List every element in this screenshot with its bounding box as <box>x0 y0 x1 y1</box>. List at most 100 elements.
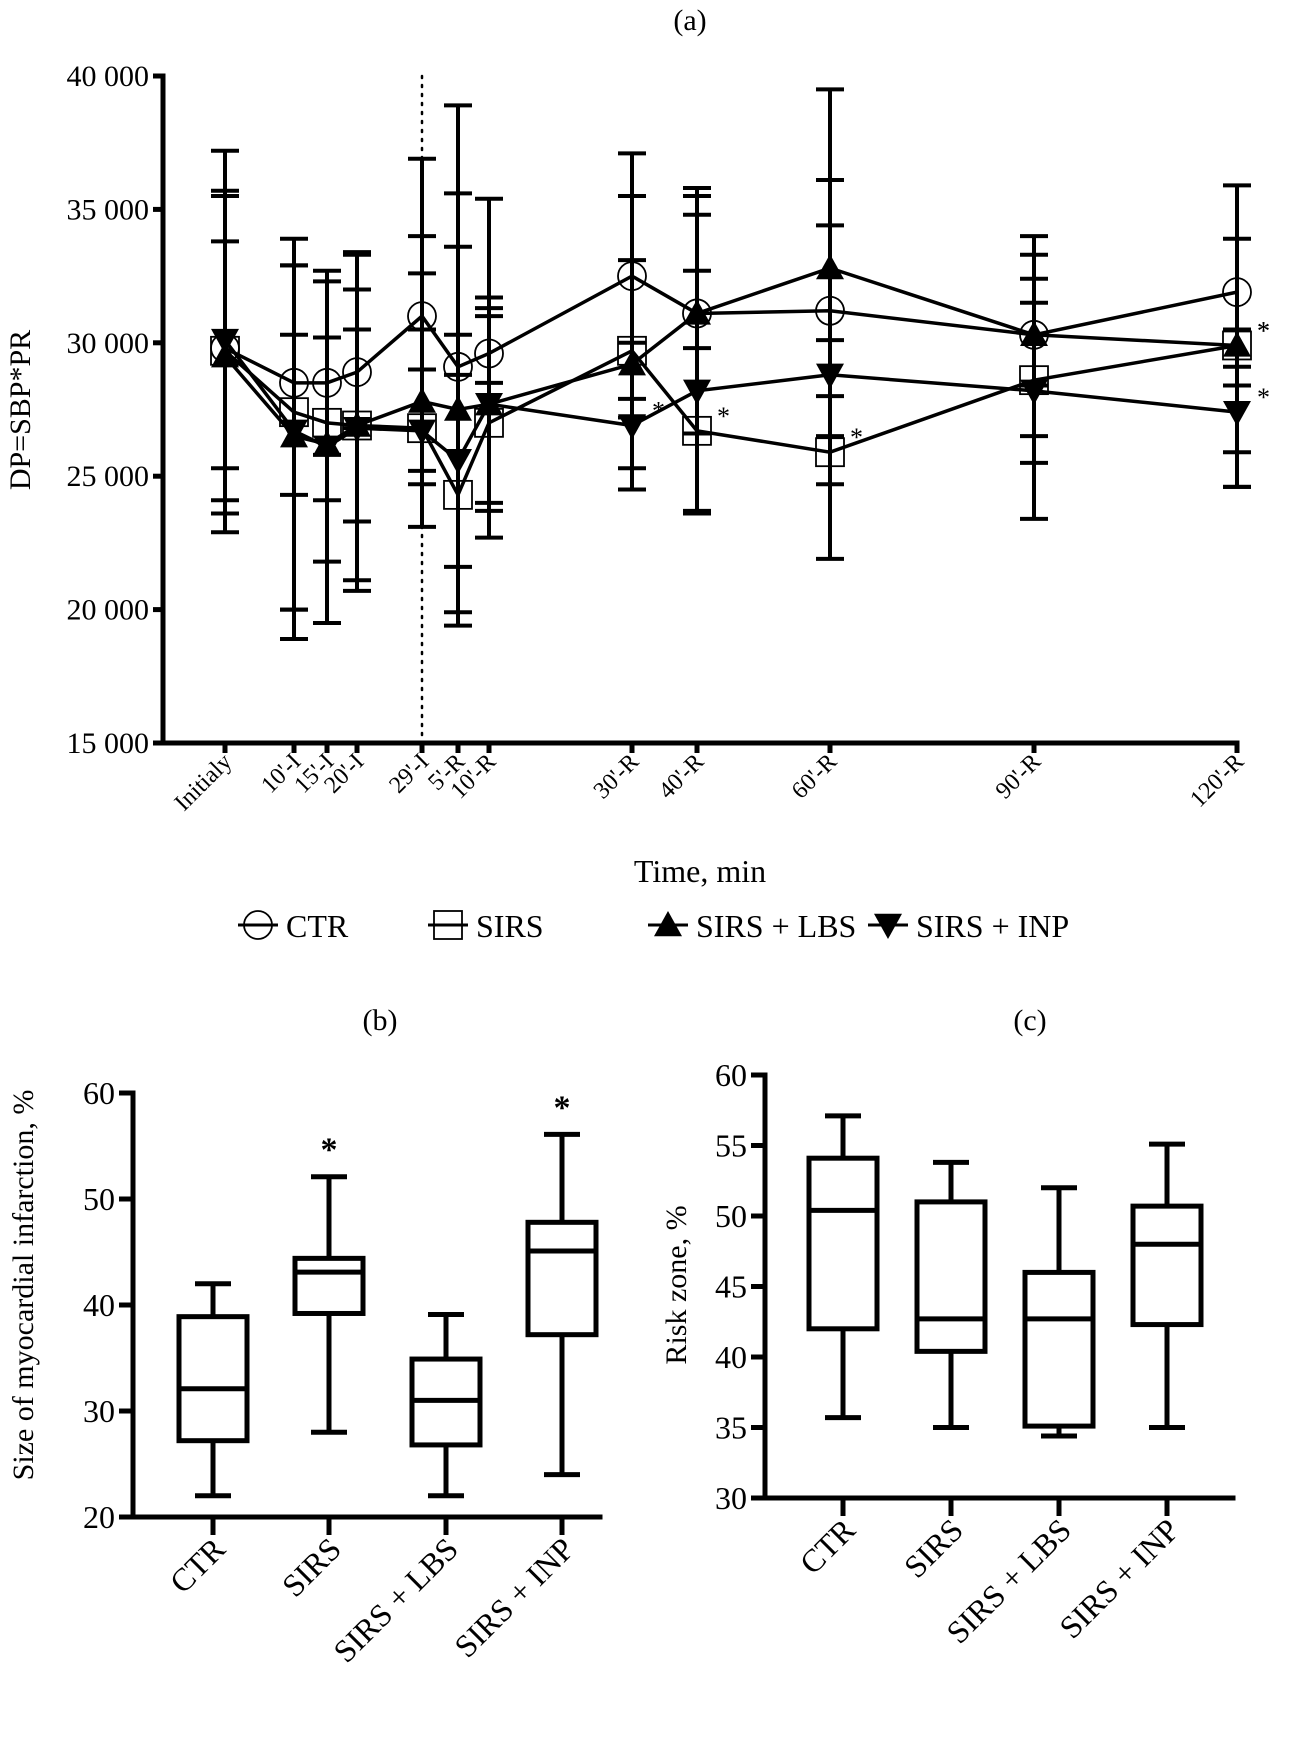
box-iqr <box>292 1255 366 1316</box>
y-tick-label: 40 <box>83 1287 115 1323</box>
legend-item-sirs-lbs: SIRS + LBS <box>648 908 856 944</box>
error-bar-sirs-inp <box>1223 383 1251 489</box>
error-bar-sirs-inp <box>618 396 646 492</box>
panel-a-y-tick-label: 35 000 <box>67 193 150 226</box>
box-sirs: * <box>292 1132 366 1435</box>
box-sirs-inp: * <box>525 1089 599 1478</box>
box-sirs <box>914 1159 988 1430</box>
data-point-ctr <box>617 261 647 292</box>
panel-a-legend: CTR SIRS SIRS + LBS SIRS + INP <box>238 908 1069 944</box>
error-bar-sirs-inp <box>343 287 371 524</box>
significance-star-sirs: * <box>1257 316 1270 345</box>
data-point-sirs-inp <box>313 435 341 461</box>
panel-a-x-axis-label: Time, min <box>634 853 766 889</box>
data-point-ctr <box>815 295 845 326</box>
panel-a-y-tick-label: 40 000 <box>67 60 150 93</box>
data-point-sirs-inp <box>683 379 711 405</box>
box-ctr <box>806 1113 880 1421</box>
data-point-ctr <box>407 301 437 332</box>
data-point-ctr <box>342 357 372 388</box>
significance-star-sirs-inp: * <box>1257 383 1270 412</box>
box-ctr <box>176 1281 250 1499</box>
panel-a-x-tick-label: Initialy <box>170 749 237 816</box>
data-point-sirs-inp <box>280 419 308 445</box>
y-tick-label: 35 <box>715 1410 747 1446</box>
data-point-sirs-inp <box>816 363 844 389</box>
legend-item-ctr: CTR <box>238 908 349 944</box>
data-point-sirs-inp <box>1020 379 1048 405</box>
significance-star-sirs-inp: * <box>652 397 665 426</box>
error-bar-sirs-inp <box>313 335 341 503</box>
box-iqr <box>1130 1203 1204 1328</box>
data-point-sirs-inp <box>475 392 503 419</box>
data-point-sirs-inp <box>343 416 371 443</box>
box-sirs-inp <box>1130 1141 1204 1430</box>
data-point-sirs-lbs <box>816 254 844 280</box>
panel-a-y-axis-label: DP=SBP*PR <box>4 330 37 490</box>
y-tick-label: 20 <box>83 1499 115 1535</box>
significance-star: * <box>321 1132 338 1169</box>
legend-marker-ctr <box>243 910 273 940</box>
x-tick-label-sirs-inp: SIRS + INP <box>447 1530 581 1664</box>
y-tick-label: 45 <box>715 1269 747 1305</box>
x-tick-label-ctr: CTR <box>162 1530 232 1600</box>
data-point-sirs <box>815 437 845 468</box>
legend-marker-sirs <box>433 910 463 940</box>
y-tick-label: 55 <box>715 1128 747 1164</box>
data-point-ctr <box>312 367 342 398</box>
panel-a-y-tick-label: 25 000 <box>67 460 150 493</box>
data-point-sirs-lbs <box>618 350 646 376</box>
data-point-sirs-inp <box>444 448 472 475</box>
panel-a-y-tick-label: 15 000 <box>67 727 150 760</box>
y-tick-label: 60 <box>715 1057 747 1093</box>
panel-a-y-tick-label: 30 000 <box>67 327 150 360</box>
panel-a-title: (a) <box>673 4 706 37</box>
data-point-sirs-lbs <box>1223 331 1251 357</box>
data-point-sirs <box>443 479 473 510</box>
panel-a-x-tick-label: 30'-R <box>589 749 644 804</box>
significance-star-sirs-lbs: * <box>1257 316 1270 345</box>
y-tick-label: 40 <box>715 1339 747 1375</box>
y-tick-label: 60 <box>83 1075 115 1111</box>
y-tick-label: 50 <box>715 1198 747 1234</box>
panel-b-title: (b) <box>363 1004 398 1037</box>
data-point-ctr <box>279 367 309 398</box>
legend-item-sirs: SIRS <box>428 908 544 944</box>
legend-label: SIRS <box>476 908 544 944</box>
data-point-sirs-inp <box>1223 400 1251 427</box>
data-point-sirs-inp <box>211 328 239 355</box>
series-line-ctr <box>224 274 1238 385</box>
panel-b-box-plot: (b) Size of myocardial infarction, % 20 3… <box>7 1004 603 1669</box>
data-point-ctr <box>1222 277 1252 308</box>
panel-a-x-tick-label: 40'-R <box>654 749 709 804</box>
x-tick-label-sirs-lbs: SIRS + LBS <box>326 1530 465 1669</box>
y-tick-label: 30 <box>715 1480 747 1516</box>
data-point-sirs-lbs <box>683 299 711 325</box>
x-tick-label-sirs: SIRS <box>275 1530 348 1603</box>
data-point-sirs <box>682 415 712 446</box>
significance-star: * <box>554 1089 571 1126</box>
data-point-sirs-lbs <box>1020 320 1048 346</box>
panel-a-x-tick-label: 60'-R <box>787 749 842 804</box>
legend-label: SIRS + LBS <box>696 908 856 944</box>
box-iqr <box>176 1314 250 1444</box>
legend-label: CTR <box>286 908 349 944</box>
data-point-sirs-inp <box>618 414 646 440</box>
panel-a-y-tick-label: 20 000 <box>67 594 150 627</box>
legend-marker-sirs-inp <box>874 913 902 939</box>
panel-a-x-tick-label: 120'-R <box>1185 749 1249 813</box>
box-iqr <box>1022 1269 1096 1429</box>
series-line-sirs <box>223 343 1238 499</box>
legend-marker-sirs-lbs <box>654 911 682 937</box>
x-tick-label-ctr: CTR <box>792 1511 862 1581</box>
y-tick-label: 50 <box>83 1181 115 1217</box>
box-sirs-lbs <box>1022 1185 1096 1439</box>
panel-b-y-axis-label: Size of myocardial infarction, % <box>7 1090 40 1481</box>
significance-star-sirs: * <box>850 423 863 452</box>
error-bar-sirs-lbs <box>618 194 646 420</box>
series-line-sirs-inp <box>223 339 1238 463</box>
data-point-sirs-inp <box>408 419 436 445</box>
data-point-sirs-lbs <box>408 387 436 413</box>
